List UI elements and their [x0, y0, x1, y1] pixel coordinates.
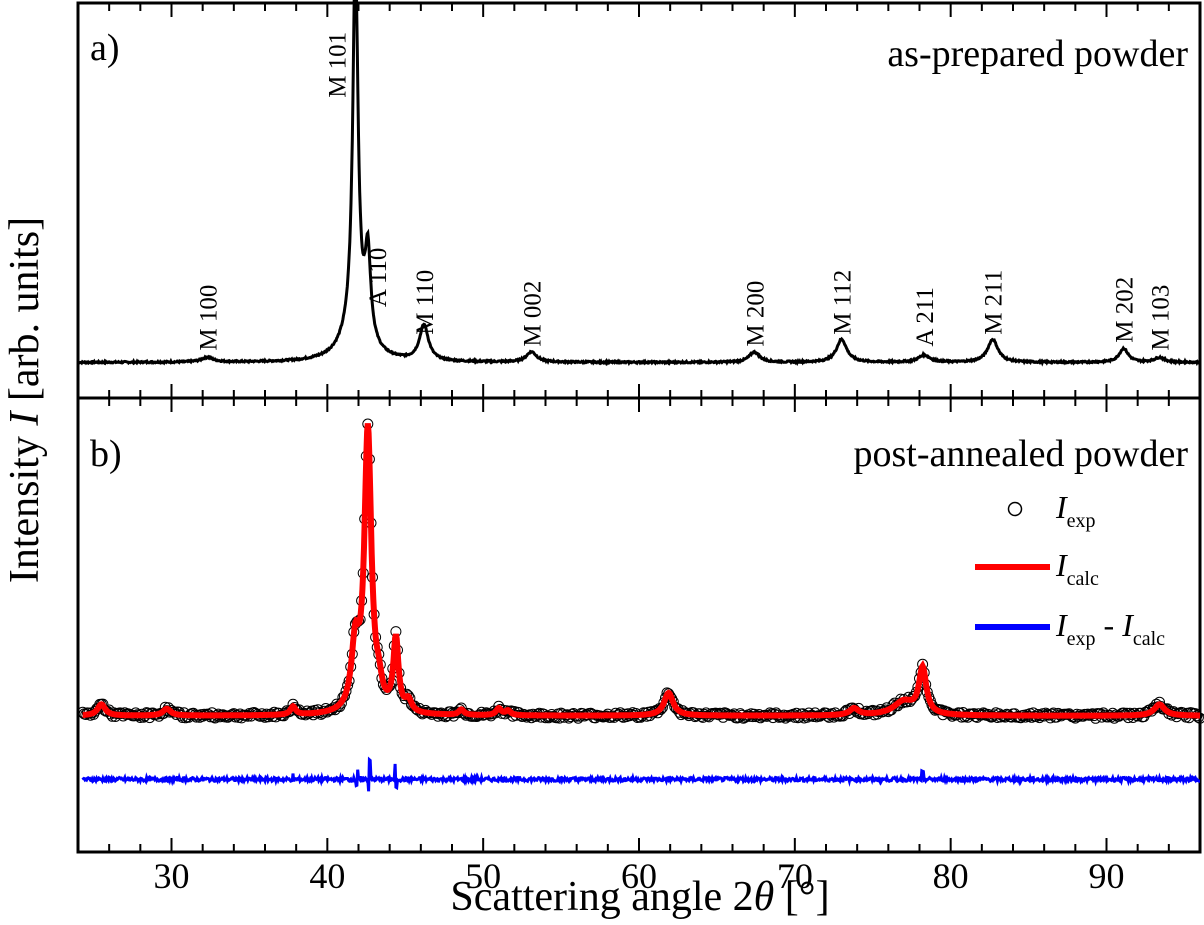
- peak-label: M 202: [1112, 277, 1139, 343]
- legend-exp-symbol: [1007, 501, 1023, 517]
- peak-label: M 103: [1148, 285, 1175, 351]
- peak-label: M 100: [195, 285, 222, 351]
- panel-a-letter: a): [90, 27, 120, 69]
- legend-diff-label: Iexp - Icalc: [1055, 607, 1165, 650]
- panel-a-peak-labels: M 100 M 101 A 110 M 110 M 002 M 200 M 112 A 211…: [195, 32, 1174, 351]
- peak-label: M 101: [325, 32, 352, 98]
- peak-label: M 200: [742, 281, 769, 347]
- x-tick-label: 30: [154, 856, 190, 896]
- peak-label: M 002: [520, 281, 547, 347]
- peak-label: M 110: [412, 270, 439, 335]
- peak-label: A 110: [365, 248, 392, 308]
- peak-label: M 112: [830, 270, 857, 335]
- legend: Iexp Icalc Iexp - Icalc: [975, 489, 1165, 650]
- panel-b-title: post-annealed powder: [854, 433, 1189, 475]
- panel-a: M 100 M 101 A 110 M 110 M 002 M 200 M 112 A 211…: [76, 0, 1202, 400]
- panel-b-calc-line: [82, 423, 1200, 719]
- peak-label: A 211: [912, 287, 939, 347]
- x-tick-label: 80: [933, 856, 969, 896]
- panel-b: b) post-annealed powder Iexp Icalc Iexp …: [76, 396, 1204, 854]
- panel-b-diff-line: [81, 756, 1200, 792]
- y-axis-title: Intensity I [arb. units]: [2, 217, 48, 583]
- x-tick-label: 70: [777, 856, 813, 896]
- legend-exp-label: Iexp: [1055, 489, 1096, 532]
- x-tick-label: 50: [465, 856, 501, 896]
- x-tick-labels: 30 40 50 60 70 80 90: [154, 856, 1125, 896]
- panel-a-ticks: [77, 3, 1201, 398]
- panel-b-letter: b): [90, 433, 122, 475]
- panel-b-ticks: [77, 398, 1201, 852]
- legend-calc-label: Icalc: [1055, 547, 1099, 590]
- panel-a-title: as-prepared powder: [887, 33, 1188, 75]
- x-tick-label: 40: [309, 856, 345, 896]
- panel-a-pattern-line: [77, 0, 1201, 367]
- x-axis-title: Scattering angle 2θ [°]: [450, 874, 829, 920]
- x-tick-label: 90: [1089, 856, 1125, 896]
- peak-label: M 211: [981, 270, 1008, 335]
- x-tick-label: 60: [621, 856, 657, 896]
